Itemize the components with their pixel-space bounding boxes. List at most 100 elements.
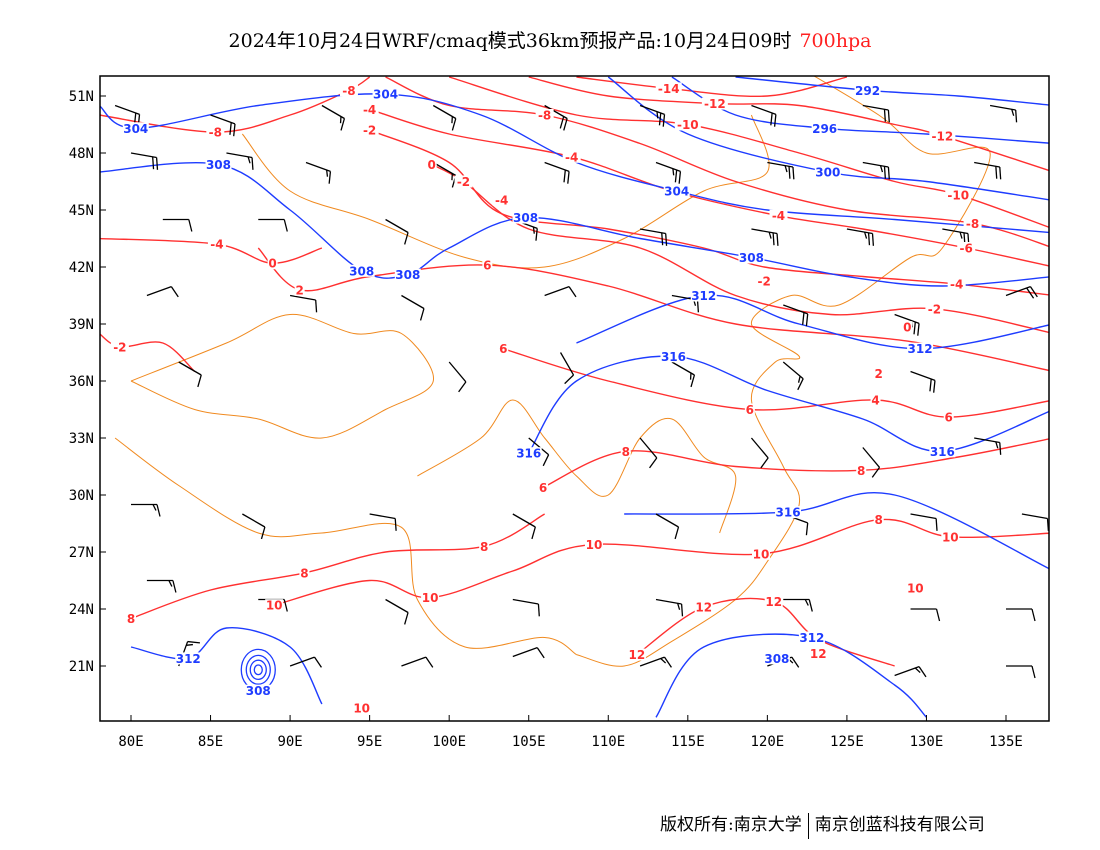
label-background (339, 84, 358, 97)
contour-label: -4 (495, 193, 508, 207)
low-pressure-ring (253, 664, 263, 676)
x-tick-label: 85E (198, 734, 223, 750)
contour-label: 6 (746, 403, 754, 417)
label-background (775, 506, 802, 519)
wind-barb (751, 104, 777, 127)
title-text: 2024年10月24日WRF/cmaq模式36km预报产品:10月24日09时 (228, 30, 792, 52)
label-background (945, 188, 972, 201)
contour-label: 2 (295, 283, 303, 297)
contour-label: -4 (210, 238, 223, 252)
label-background (902, 321, 913, 334)
wind-barb (178, 361, 202, 388)
y-tick-label: 42N (69, 260, 94, 276)
contour-label: 8 (300, 566, 308, 580)
wind-barb (1005, 665, 1036, 679)
wind-barb (910, 513, 938, 531)
wind-barb (639, 104, 666, 127)
x-tick-label: 105E (512, 734, 546, 750)
contour-label: 8 (857, 464, 865, 478)
y-tick-label: 36N (69, 374, 94, 390)
contour-label: 312 (799, 631, 824, 645)
wind-barb (767, 161, 795, 180)
wind-barb (894, 665, 927, 678)
contour-label: 308 (739, 251, 764, 265)
border-line (417, 399, 737, 534)
label-background (763, 652, 790, 665)
wind-barb (512, 646, 545, 659)
label-background (947, 278, 966, 291)
contour-label: 8 (875, 513, 883, 527)
label-background (811, 122, 838, 135)
wind-barb (989, 104, 1018, 123)
contour-label: -8 (342, 84, 355, 98)
label-background (663, 185, 690, 197)
label-background (538, 481, 549, 494)
map-title: 2024年10月24日WRF/cmaq模式36km预报产品:10月24日09时 7… (0, 26, 1100, 53)
y-tick-label: 30N (69, 488, 94, 504)
wind-barb (846, 228, 875, 246)
pressure-level: 700hpa (799, 30, 872, 52)
label-background (394, 268, 421, 281)
contour-label: 308 (764, 652, 789, 666)
wind-barb (910, 608, 941, 622)
contour-label: 0 (268, 257, 276, 271)
contour-label: 10 (942, 530, 959, 544)
wind-barb (862, 161, 890, 180)
wind-barb (226, 152, 254, 170)
temperature-contour (369, 129, 1049, 296)
y-tick-label: 51N (69, 89, 94, 105)
contour-label: 10 (586, 538, 603, 552)
contour-label: 304 (664, 185, 689, 199)
wind-barb (639, 228, 668, 246)
wind-barb (369, 513, 397, 531)
label-background (674, 118, 701, 131)
wind-barb (974, 437, 1002, 455)
label-background (126, 612, 136, 625)
x-tick-label: 100E (432, 734, 466, 750)
wind-barb (289, 656, 322, 668)
wind-barb (385, 218, 409, 245)
contour-label: 0 (903, 321, 911, 335)
label-background (854, 84, 881, 97)
contour-label: -2 (363, 124, 376, 138)
contour-label: 304 (373, 88, 398, 102)
wind-barb (131, 503, 161, 517)
label-background (498, 342, 509, 355)
height-contour (576, 294, 1049, 350)
temperature-contour (274, 518, 1049, 606)
wind-barb (639, 656, 672, 668)
wind-barb (544, 161, 570, 184)
height-contour (100, 93, 1049, 234)
contour-label: 10 (753, 547, 770, 561)
label-background (870, 394, 881, 406)
contour-label: 312 (176, 652, 201, 666)
label-background (701, 97, 728, 110)
contour-label: 316 (661, 350, 686, 364)
wind-barb (750, 437, 769, 469)
copyright-right: 南京创蓝科技有限公司 (814, 815, 985, 835)
wind-barb (401, 656, 434, 668)
label-background (690, 289, 717, 302)
border-line (114, 437, 577, 656)
label-background (764, 595, 783, 608)
label-background (426, 158, 437, 171)
label-background (454, 175, 473, 188)
height-contour (624, 491, 1049, 570)
contour-label: 312 (691, 289, 716, 303)
x-tick-label: 95E (357, 734, 382, 750)
contour-labels: 304 304 304 308 308 308 308 308 312 312 312 312 316 3… (110, 82, 982, 715)
x-tick-label: 135E (989, 734, 1023, 750)
wind-barb (783, 304, 809, 327)
wind-barb (512, 598, 540, 617)
y-tick-label: 33N (69, 431, 94, 447)
contour-label: -10 (677, 118, 699, 132)
wind-barb (671, 361, 696, 388)
temperature-contour (542, 438, 1049, 489)
label-background (744, 403, 755, 416)
label-background (769, 209, 788, 222)
label-background (925, 302, 944, 315)
label-background (738, 251, 765, 264)
contour-label: -8 (966, 217, 979, 231)
label-background (694, 601, 713, 614)
contour-label: -4 (363, 103, 376, 117)
